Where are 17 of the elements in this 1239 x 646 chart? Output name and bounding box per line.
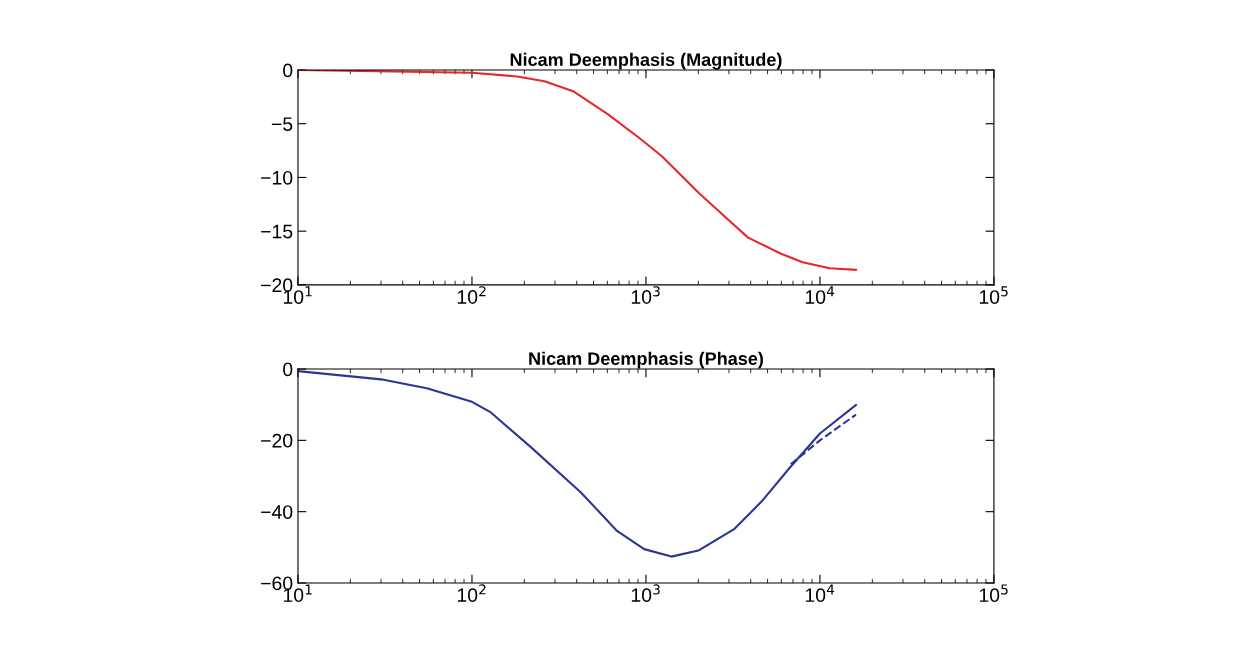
x-tick-label: 10$^{2}$: [457, 584, 486, 603]
x-tick-label: 10$^{4}$: [805, 286, 835, 304]
x-tick-label: 10$^{3}$: [631, 286, 660, 304]
y-tick-label: −10: [261, 170, 293, 185]
x-tick-label: 10$^{4}$: [805, 584, 835, 603]
y-tick-label: −5: [271, 117, 293, 131]
x-tick-label: 10$^{3}$: [631, 584, 660, 603]
x-tick-label: 10$^{5}$: [979, 584, 1008, 603]
chart-title: Nicam Deemphasis (Magnitude): [510, 52, 782, 70]
x-tick-label: 10$^{5}$: [979, 286, 1008, 304]
y-tick-label: −20: [261, 433, 293, 448]
y-tick-label: −40: [261, 505, 293, 519]
chart-title: Nicam Deemphasis (Phase): [529, 351, 763, 369]
x-tick-label: 10$^{2}$: [457, 286, 486, 304]
y-tick-label: 0: [283, 63, 293, 78]
y-tick-label: −15: [261, 224, 293, 239]
y-tick-label: 0: [283, 362, 293, 377]
